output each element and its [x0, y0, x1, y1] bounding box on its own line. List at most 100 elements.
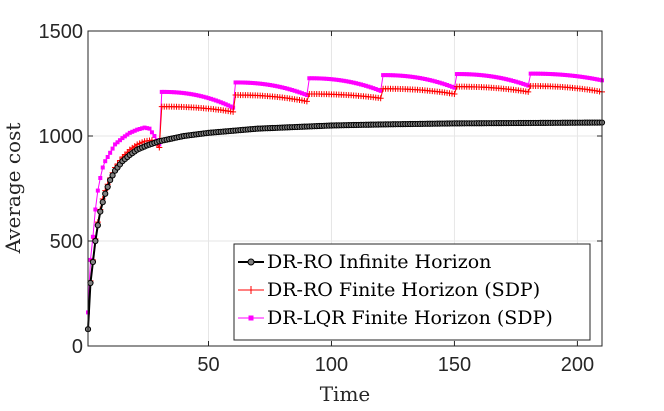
series-3-point-106: [344, 79, 349, 84]
series-3-point-68: [250, 81, 255, 86]
series-3-point-141: [430, 78, 435, 83]
series-3-point-192: [555, 72, 560, 77]
series-3-point-15: [120, 136, 125, 141]
series-3-point-191: [553, 72, 558, 77]
series-3-point-167: [494, 75, 499, 80]
series-3-point-52: [211, 97, 216, 102]
series-3-point-109: [351, 80, 356, 85]
series-3-point-47: [199, 94, 204, 99]
series-3-point-188: [545, 71, 550, 76]
series-3-point-91: [307, 76, 312, 81]
series-3-point-142: [432, 79, 437, 84]
series-3-point-162: [481, 73, 486, 78]
series-3-point-14: [117, 138, 122, 143]
series-3-point-44: [191, 92, 196, 97]
series-3-point-129: [400, 73, 405, 78]
series-3-point-25: [145, 126, 150, 131]
series-3-point-130: [403, 74, 408, 79]
series-3-point-73: [263, 82, 268, 87]
legend-marker-2: [247, 286, 255, 294]
series-3-point-148: [447, 83, 452, 88]
series-3-point-202: [580, 74, 585, 79]
series-3-point-131: [405, 74, 410, 79]
series-3-point-170: [501, 76, 506, 81]
series-3-point-186: [540, 71, 545, 76]
series-3-point-111: [356, 81, 361, 86]
series-2-point-60: [230, 108, 237, 115]
series-layer: [84, 71, 606, 333]
series-3-point-155: [464, 72, 469, 77]
series-3-point-160: [477, 72, 482, 77]
series-3-point-127: [395, 73, 400, 78]
series-3-point-187: [543, 71, 548, 76]
series-3-point-205: [587, 76, 592, 81]
series-3-point-12: [113, 142, 118, 147]
series-3-point-189: [548, 72, 553, 77]
series-1-point-3: [89, 258, 97, 266]
series-3-point-133: [410, 74, 415, 79]
series-3-point-156: [467, 72, 472, 77]
series-3-point-159: [474, 72, 479, 77]
series-3-point-28: [152, 134, 157, 138]
series-3-point-81: [282, 86, 287, 91]
y-tick-label-1: 500: [50, 231, 83, 253]
series-3-point-92: [309, 76, 314, 81]
series-3-point-74: [265, 82, 270, 87]
series-3-point-176: [516, 80, 521, 85]
series-3-point-147: [445, 83, 450, 88]
series-2-point-30: [156, 144, 163, 151]
series-1-point-7: [99, 199, 106, 206]
series-3-point-194: [560, 72, 565, 77]
series-3-point-89: [302, 92, 307, 97]
series-3-point-10: [108, 150, 113, 155]
series-3-point-48: [201, 94, 206, 99]
series-3-point-203: [582, 75, 587, 80]
series-3-point-4: [93, 207, 98, 212]
series-3-point-168: [496, 75, 501, 80]
series-3-point-163: [484, 73, 489, 78]
series-1: [84, 119, 606, 333]
series-3-point-80: [280, 85, 285, 90]
series-3-point-110: [354, 81, 359, 86]
series-3-point-24: [142, 125, 147, 130]
series-2-point-180: [525, 88, 532, 95]
series-3-point-201: [577, 74, 582, 79]
series-3-point-56: [221, 101, 226, 106]
x-tick-label-0: 50: [197, 354, 219, 376]
series-3-point-196: [565, 73, 570, 78]
series-3-point-117: [371, 86, 376, 91]
series-3-point-183: [533, 71, 538, 76]
series-3-point-104: [339, 78, 344, 83]
series-3-point-83: [287, 87, 292, 92]
legend-marker-3: [248, 315, 254, 321]
series-3-point-38: [176, 90, 181, 95]
series-3-point-35: [169, 90, 174, 95]
series-3-point-113: [361, 83, 366, 88]
series-3-point-16: [122, 134, 127, 139]
series-3-point-174: [511, 78, 516, 83]
series-3-point-171: [504, 77, 509, 82]
y-tick-label-2: 1000: [39, 126, 84, 148]
series-1-point-10: [107, 177, 114, 184]
series-3-point-118: [373, 87, 378, 92]
series-3-point-172: [506, 77, 511, 82]
series-3-point-181: [528, 71, 533, 76]
y-axis-label: Average cost: [1, 123, 25, 255]
series-3-point-46: [196, 93, 201, 98]
x-axis-label: Time: [320, 382, 371, 406]
legend-marker-1: [247, 258, 255, 266]
series-3-point-143: [435, 79, 440, 84]
legend-entry-2: DR-RO Finite Horizon (SDP): [238, 279, 540, 301]
series-3-point-114: [363, 83, 368, 88]
series-3-point-54: [216, 99, 221, 104]
series-3-point-36: [172, 90, 177, 95]
series-3-point-20: [132, 128, 137, 133]
series-3-point-5: [95, 188, 100, 193]
series-3-point-62: [236, 80, 241, 85]
series-3-point-115: [366, 84, 371, 89]
series-3-point-132: [408, 74, 413, 79]
series-3-point-18: [127, 130, 132, 135]
series-3-point-208: [595, 77, 600, 82]
series-3-point-41: [184, 91, 189, 96]
series-3-point-76: [270, 83, 275, 88]
